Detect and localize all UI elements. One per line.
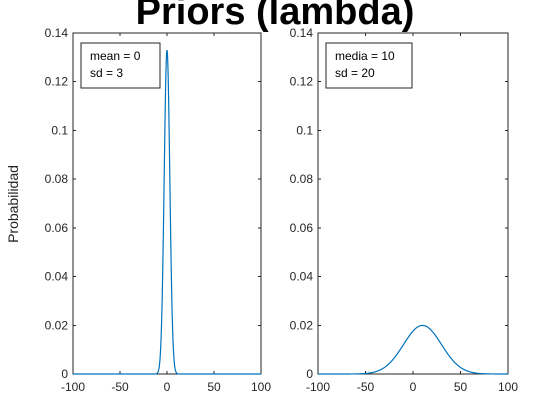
- y-tick-label: 0.04: [290, 270, 314, 284]
- x-tick-label: 0: [410, 380, 417, 394]
- y-tick-label: 0.04: [45, 270, 69, 284]
- annotation-box: [325, 42, 413, 89]
- x-tick-label: 100: [251, 380, 271, 394]
- annotation-text: sd = 3: [90, 66, 123, 80]
- y-tick-label: 0.12: [290, 75, 314, 89]
- annotation-box: [80, 42, 161, 89]
- annotation-text: sd = 20: [335, 66, 375, 80]
- y-axis-label: Probabilidad: [5, 165, 21, 243]
- y-tick-label: 0.1: [51, 123, 68, 137]
- x-tick-label: -50: [357, 380, 375, 394]
- subplots-group: 0 0.02 0.04 0.06 0.08 0.1 0.12 0.14 -100 -50 0 50 10…: [45, 26, 519, 394]
- x-tick-label: 100: [498, 380, 518, 394]
- x-tick-label: -100: [61, 380, 85, 394]
- y-tick-label: 0.1: [296, 123, 313, 137]
- subplot-2: 0 0.02 0.04 0.06 0.08 0.1 0.12 0.14 -100 -50 0 50 10…: [290, 26, 519, 394]
- annotation-text: mean = 0: [90, 49, 141, 63]
- x-tick-label: 0: [164, 380, 171, 394]
- x-tick-label: -50: [111, 380, 129, 394]
- x-tick-label: -100: [306, 380, 330, 394]
- series-line: [318, 324, 508, 375]
- y-tick-label: 0.06: [45, 221, 69, 235]
- y-tick-label: 0.08: [290, 172, 314, 186]
- series-line: [73, 49, 261, 375]
- x-tick-label: 50: [454, 380, 468, 394]
- y-tick-label: 0.14: [45, 26, 69, 40]
- figure-title: Priors (lambda): [136, 0, 415, 33]
- y-tick-label: 0.02: [290, 318, 314, 332]
- y-tick-label: 0.08: [45, 172, 69, 186]
- y-tick-label: 0.02: [45, 318, 69, 332]
- y-tick-label: 0.06: [290, 221, 314, 235]
- y-tick-label: 0: [61, 367, 68, 381]
- x-tick-label: 50: [207, 380, 221, 394]
- annotation-text: media = 10: [335, 49, 395, 63]
- subplot-1: 0 0.02 0.04 0.06 0.08 0.1 0.12 0.14 -100 -50 0 50 10…: [45, 26, 272, 394]
- y-tick-label: 0: [306, 367, 313, 381]
- y-tick-label: 0.14: [290, 26, 314, 40]
- y-tick-label: 0.12: [45, 75, 69, 89]
